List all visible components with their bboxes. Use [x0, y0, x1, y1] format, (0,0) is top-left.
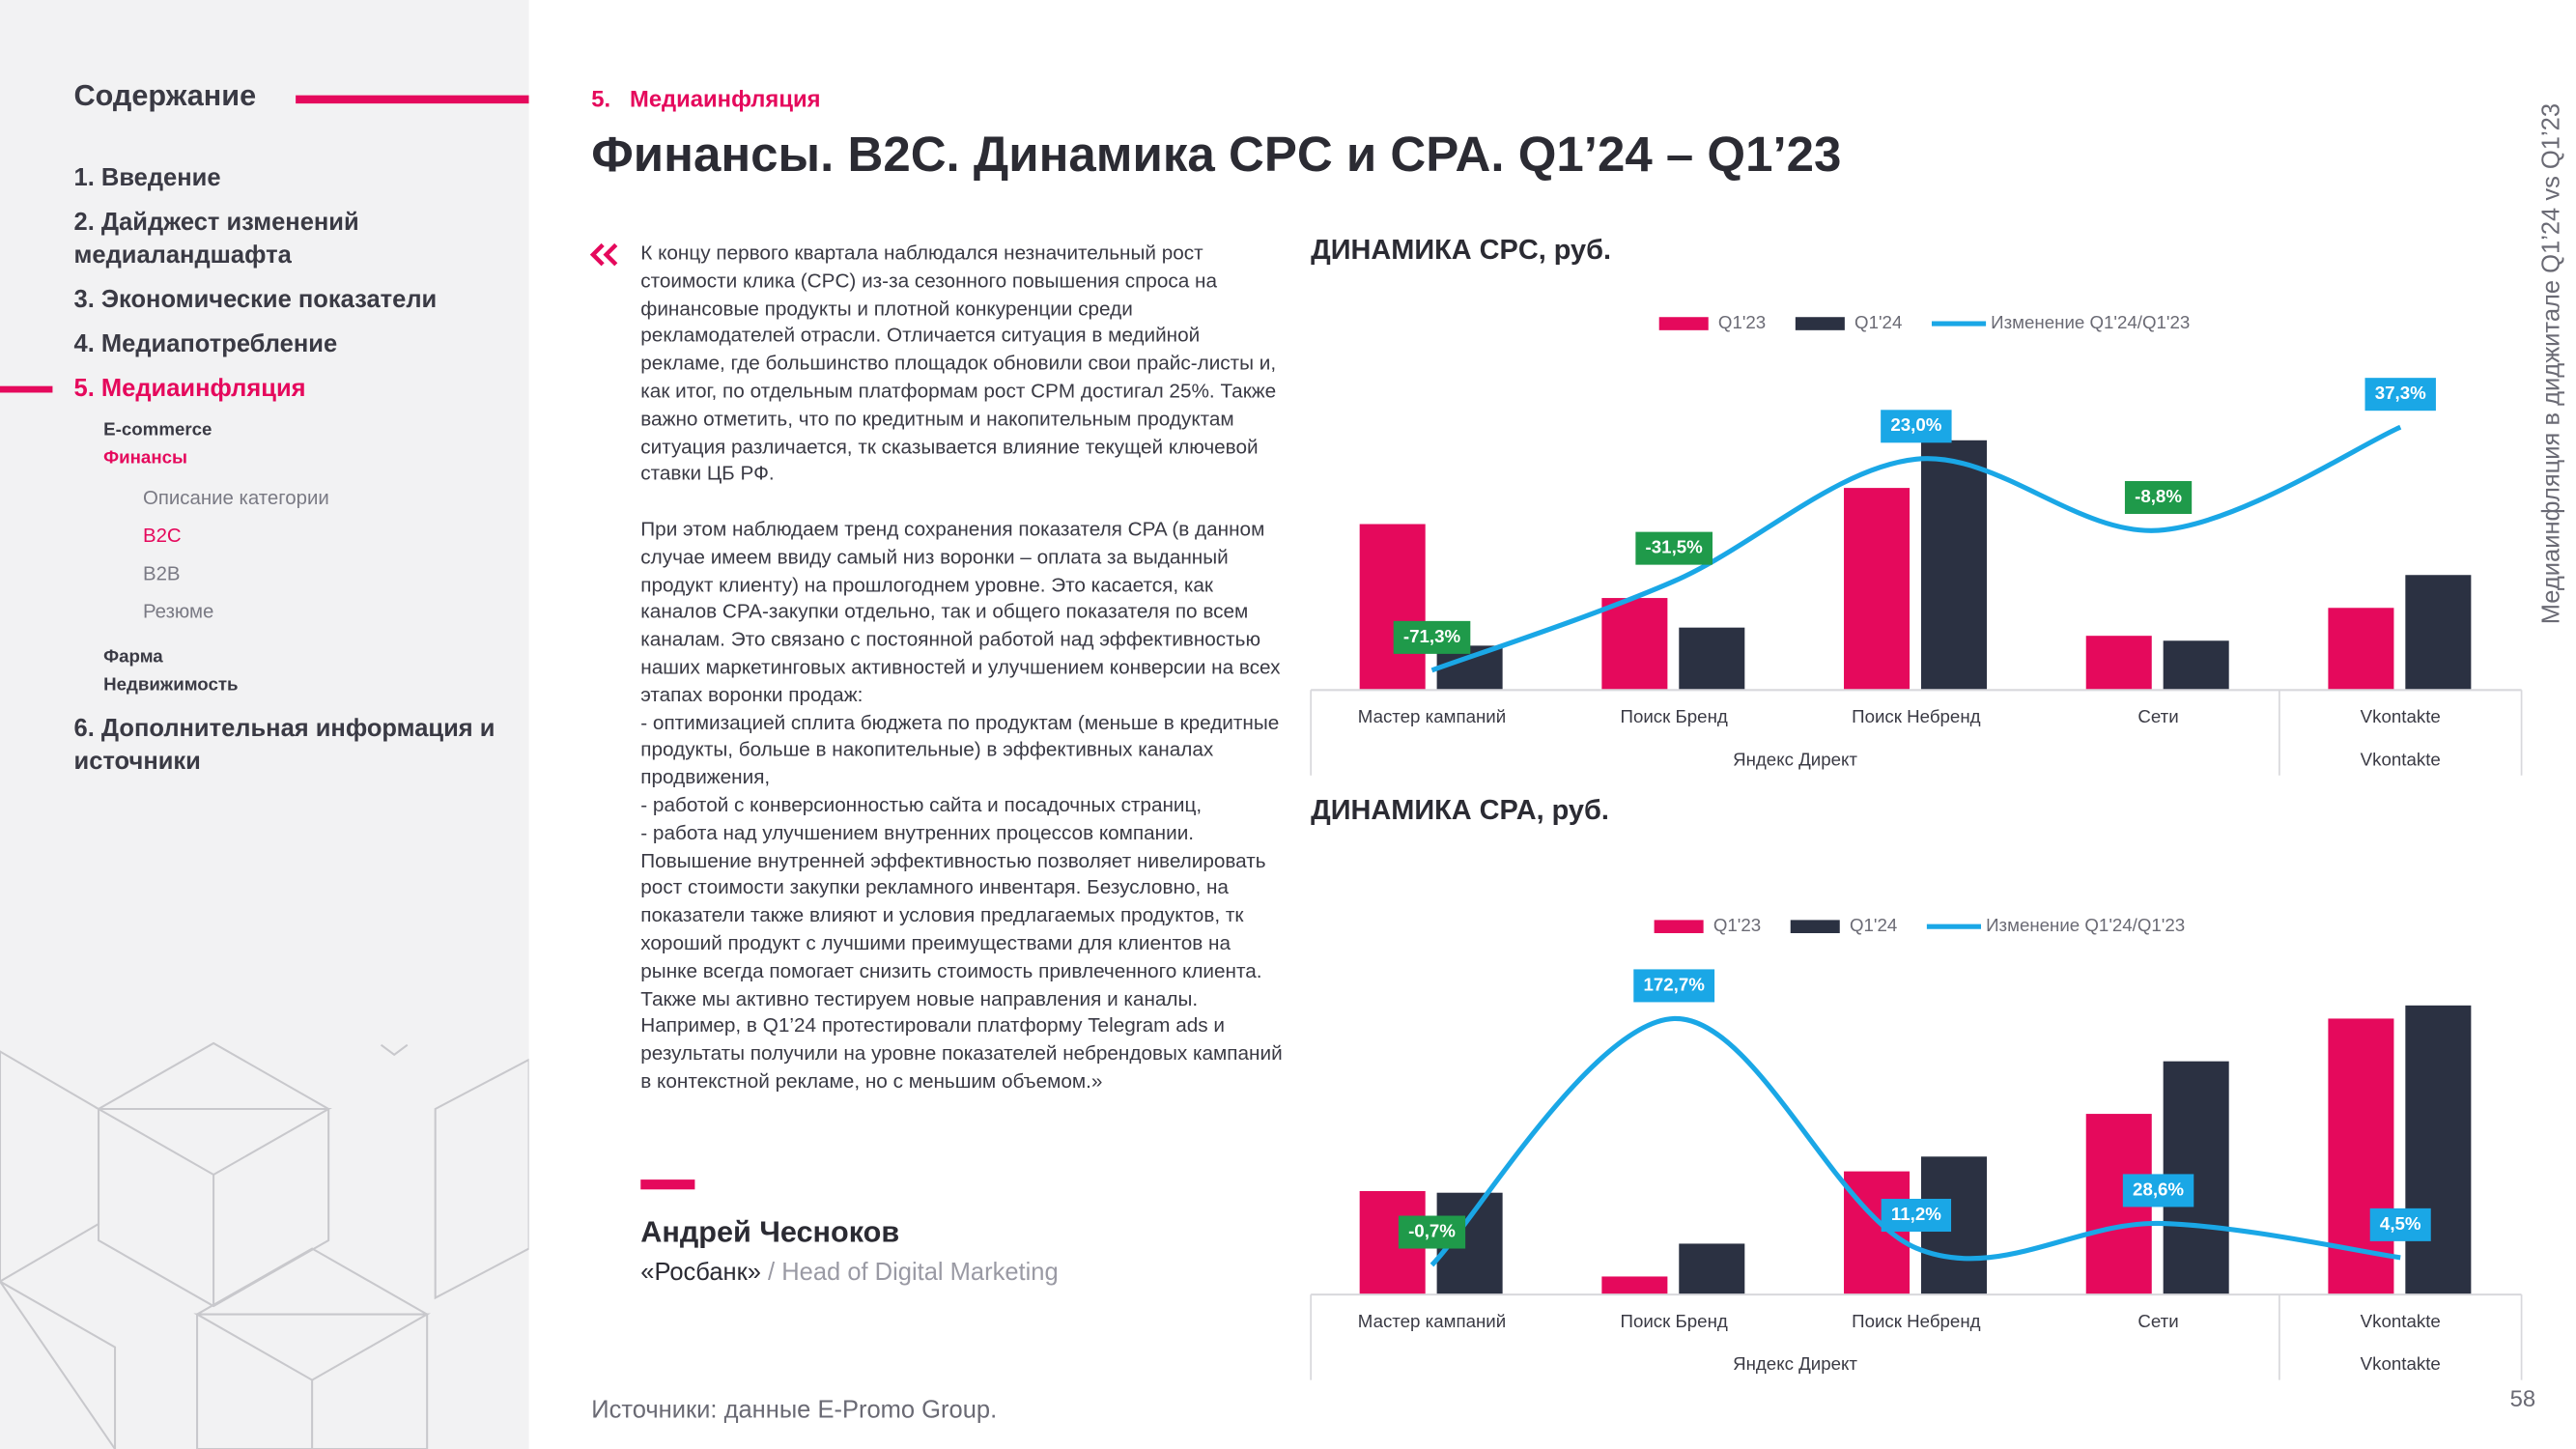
data-label-box: [1881, 1199, 1952, 1233]
data-label: -0,7%: [1408, 1220, 1456, 1240]
data-label: 11,2%: [1891, 1204, 1941, 1224]
legend-label: Q1'23: [1718, 312, 1766, 332]
group-label: Vkontakte: [2361, 749, 2441, 769]
toc-item[interactable]: 5. Медиаинфляция: [73, 374, 306, 403]
source-note: Источники: данные E-Promo Group.: [591, 1396, 998, 1425]
data-label-box: [1398, 1215, 1466, 1249]
legend-swatch: [1795, 317, 1845, 330]
legend-swatch: [1654, 920, 1704, 933]
x-tick-label: Поиск Бренд: [1621, 706, 1728, 726]
x-tick-label: Мастер кампаний: [1358, 706, 1506, 726]
x-tick-label: Сети: [2137, 706, 2178, 726]
bar: [1601, 1276, 1668, 1295]
toc-item[interactable]: 3. Экономические показатели: [73, 285, 438, 314]
toc-item[interactable]: 6. Дополнительная информация и источники: [73, 714, 495, 776]
x-tick-label: Поиск Небренд: [1852, 706, 1980, 726]
bar: [2085, 636, 2152, 691]
legend-label: Изменение Q1'24/Q1'23: [1986, 915, 2185, 935]
x-tick-label: Поиск Бренд: [1621, 1311, 1728, 1331]
data-label: -31,5%: [1646, 537, 1704, 557]
author-role: «Росбанк» / Head of Digital Marketing: [640, 1259, 1058, 1287]
quote-text: К концу первого квартала наблюдался незн…: [640, 240, 1285, 1122]
toc-item[interactable]: Фарма: [103, 647, 163, 668]
toc-item[interactable]: 2. Дайджест изменений медиаландшафта: [73, 208, 359, 270]
toc-children: E-commerce Финансы Описание категории B2C B2…: [74, 417, 518, 700]
author-accent: [640, 1179, 695, 1190]
x-tick-label: Мастер кампаний: [1358, 1311, 1506, 1331]
bar: [2405, 575, 2472, 691]
separator: /: [768, 1258, 776, 1287]
x-tick-label: Сети: [2137, 1311, 2178, 1331]
data-label: 4,5%: [2380, 1213, 2421, 1234]
toc-item[interactable]: Резюме: [142, 599, 214, 623]
chart-title: ДИНАМИКА CPA, руб.: [1311, 795, 1609, 826]
data-label: 172,7%: [1643, 974, 1705, 994]
x-tick-label: Поиск Небренд: [1852, 1311, 1980, 1331]
position: Head of Digital Marketing: [781, 1258, 1059, 1287]
bar: [1679, 1243, 1745, 1295]
toc: 1. Введение 2. Дайджест изменений медиала…: [74, 162, 518, 790]
data-label: -8,8%: [2135, 486, 2182, 506]
group-label: Яндекс Директ: [1733, 1353, 1857, 1374]
bar: [1359, 524, 1426, 691]
section-number: 5.: [591, 85, 611, 112]
data-label-box: [1633, 969, 1715, 1003]
data-label-box: [1881, 410, 1952, 443]
quote-mark: [589, 242, 618, 267]
toc-item[interactable]: Финансы: [103, 448, 188, 469]
toc-item[interactable]: Недвижимость: [103, 674, 239, 696]
bar: [1679, 627, 1745, 691]
data-label-box: [2122, 1174, 2194, 1208]
legend-label: Q1'24: [1854, 312, 1902, 332]
data-label-box: [1635, 531, 1713, 565]
section-name: Медиаинфляция: [629, 85, 821, 112]
data-label-box: [1393, 620, 1471, 654]
sidebar: Содержание 1. Введение 2. Дайджест измене…: [0, 0, 529, 1449]
legend-label: Q1'24: [1850, 915, 1897, 935]
toc-item[interactable]: 4. Медиапотребление: [73, 329, 338, 358]
bar: [1844, 488, 1911, 691]
x-tick-label: Vkontakte: [2361, 706, 2441, 726]
toc-title: Содержание: [73, 78, 257, 112]
toc-item[interactable]: E-commerce: [103, 420, 212, 440]
legend-swatch: [1658, 317, 1709, 330]
data-label: -71,3%: [1403, 626, 1461, 646]
change-line: [1430, 424, 2402, 673]
group-label: Vkontakte: [2361, 1353, 2441, 1374]
data-label-box: [2124, 481, 2193, 515]
company: «Росбанк»: [640, 1258, 761, 1287]
group-label: Яндекс Директ: [1733, 749, 1857, 769]
data-label-box: [2364, 378, 2436, 412]
decor-cubes: [0, 95, 529, 1449]
data-label: 23,0%: [1890, 414, 1941, 435]
legend-label: Изменение Q1'24/Q1'23: [1991, 312, 2190, 332]
toc-children: Описание категории B2C B2B Резюме: [74, 480, 518, 631]
data-label: 28,6%: [2133, 1179, 2184, 1199]
section-heading: 5. Медиаинфляция: [591, 85, 820, 111]
toc-item[interactable]: B2B: [142, 561, 181, 585]
data-label-box: [2369, 1208, 2431, 1241]
bar: [2163, 640, 2229, 691]
toc-item[interactable]: Описание категории: [142, 486, 329, 510]
toc-item[interactable]: 1. Введение: [73, 164, 221, 192]
bar: [1601, 598, 1668, 691]
legend-label: Q1'23: [1713, 915, 1761, 935]
page-number: 58: [2509, 1384, 2536, 1411]
bar: [1844, 1171, 1911, 1295]
bar: [1920, 440, 1987, 691]
author-name: Андрей Чесноков: [640, 1215, 900, 1249]
x-tick-label: Vkontakte: [2361, 1311, 2441, 1331]
data-label: 37,3%: [2375, 383, 2426, 403]
bar: [2328, 608, 2394, 691]
paragraph: При этом наблюдаем тренд сохранения пока…: [640, 517, 1283, 1093]
page-title: Финансы. B2C. Динамика CPC и CPA. Q1’24 …: [591, 128, 1842, 183]
paragraph: К концу первого квартала наблюдался незн…: [640, 242, 1277, 486]
chart-title: ДИНАМИКА CPC, руб.: [1311, 235, 1611, 266]
bar: [2405, 1005, 2472, 1295]
toc-item[interactable]: B2C: [142, 524, 182, 548]
legend-swatch: [1790, 920, 1840, 933]
